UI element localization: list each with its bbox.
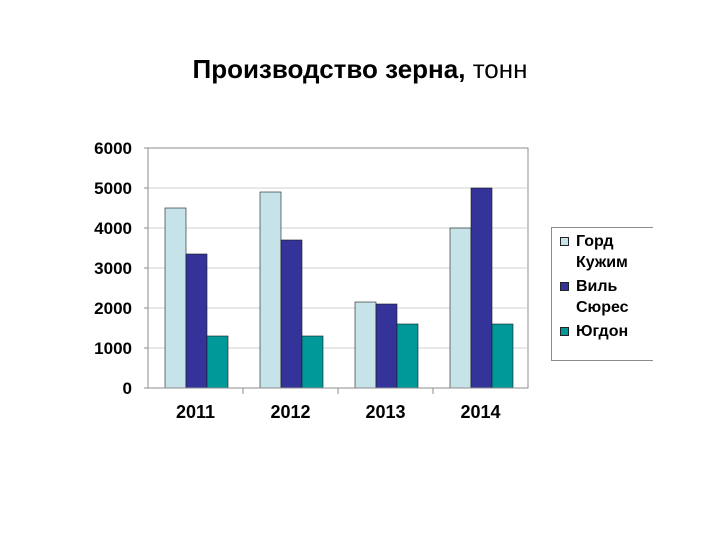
bar-югдон-2014 [491, 323, 514, 389]
legend-swatch [560, 282, 569, 291]
legend-swatch [560, 327, 569, 336]
chart-title: Производство зерна, тонн [0, 54, 720, 85]
bar-горд-кужим-2014 [449, 227, 472, 389]
chart-title-main: Производство зерна, [192, 54, 466, 84]
bar-горд-кужим-2011 [164, 207, 187, 389]
bar-виль-сюрес-2012 [280, 239, 303, 389]
legend-swatch [560, 237, 569, 246]
legend-label: Горд Кужим [576, 233, 628, 271]
x-category-label: 2014 [460, 402, 500, 422]
bar-виль-сюрес-2011 [185, 253, 208, 389]
chart-title-unit: тонн [472, 54, 528, 84]
legend-label: Виль Сюрес [576, 278, 629, 316]
bar-горд-кужим-2013 [354, 301, 377, 389]
y-tick-label: 2000 [94, 299, 132, 318]
y-tick-label: 6000 [94, 139, 132, 158]
bar-виль-сюрес-2014 [470, 187, 493, 389]
legend-label: Югдон [576, 323, 629, 340]
bar-югдон-2012 [301, 335, 324, 389]
bar-югдон-2011 [206, 335, 229, 389]
bar-виль-сюрес-2013 [375, 303, 398, 389]
y-tick-label: 3000 [94, 259, 132, 278]
y-tick-label: 0 [123, 379, 132, 398]
bar-югдон-2013 [396, 323, 419, 389]
y-tick-label: 5000 [94, 179, 132, 198]
x-category-label: 2013 [365, 402, 405, 422]
x-category-label: 2011 [176, 402, 215, 422]
chart-legend: Горд Кужим Виль Сюрес Югдон [551, 227, 653, 361]
bar-горд-кужим-2012 [259, 191, 282, 389]
x-category-label: 2012 [270, 402, 310, 422]
y-tick-label: 1000 [94, 339, 132, 358]
y-tick-label: 4000 [94, 219, 132, 238]
